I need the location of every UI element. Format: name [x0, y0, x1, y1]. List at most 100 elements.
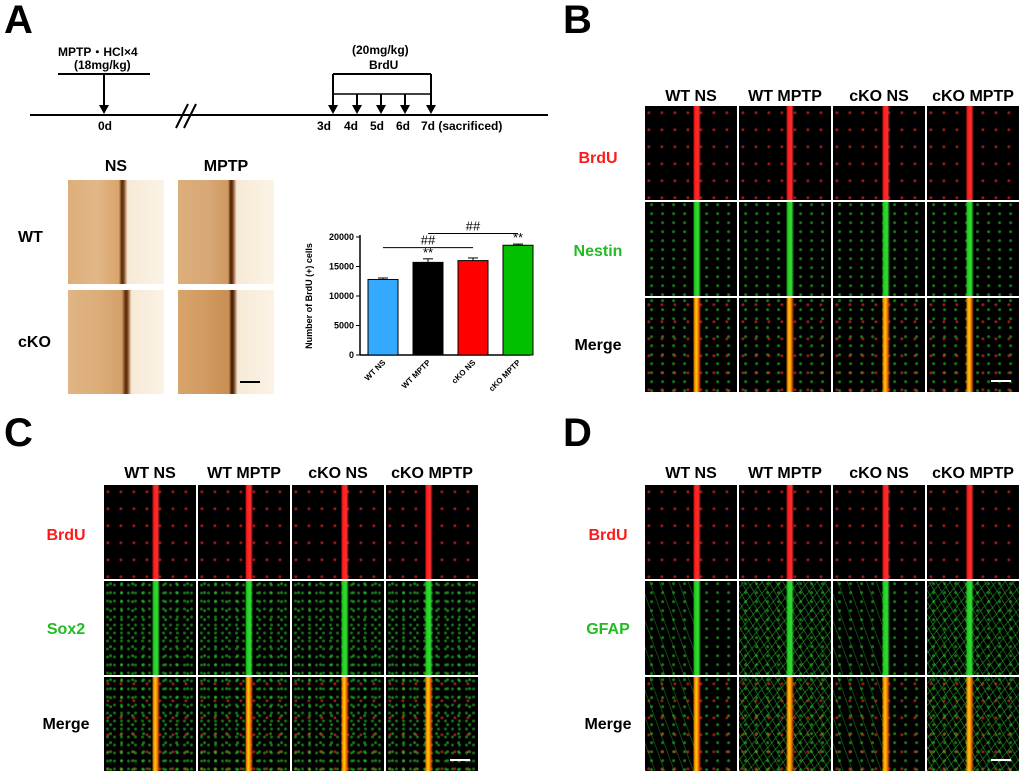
ihc-row-cko: cKO: [18, 334, 51, 351]
day-7-label: 7d (sacrificed): [421, 119, 503, 133]
panel-b-col-1: WT NS: [665, 88, 717, 105]
y-tick-label: 0: [349, 350, 354, 360]
panel-c-image-r1-c4: [386, 485, 478, 579]
significance-hash: ##: [466, 218, 481, 233]
panel-b-image-r2-c4: [927, 202, 1019, 296]
day-3-label: 3d: [317, 119, 332, 133]
panel-b-image-r2-c1: [645, 202, 737, 296]
panel-b-image-r3-c4: [927, 298, 1019, 392]
panel-c-image-r2-c3: [292, 581, 384, 675]
significance-stars: **: [513, 230, 523, 245]
panel-b-col-4: cKO MPTP: [932, 88, 1014, 105]
panel-d-image-r2-c4: [927, 581, 1019, 675]
panel-c-image-r2-c4: [386, 581, 478, 675]
x-tick-label: cKO MPTP: [487, 358, 523, 394]
panel-c-image-r1-c2: [198, 485, 290, 579]
panel-d-image-r2-c2: [739, 581, 831, 675]
panel-b-image-r3-c2: [739, 298, 831, 392]
panel-c-row-merge: Merge: [42, 716, 90, 733]
panel-b-letter: B: [563, 0, 592, 42]
y-axis-label: Number of BrdU (+) cells: [304, 243, 314, 349]
ihc-row-wt: WT: [18, 229, 43, 246]
brdu-dose: (20mg/kg): [352, 43, 409, 57]
x-tick-label: WT MPTP: [400, 358, 433, 391]
ihc-col-mptp: MPTP: [203, 158, 249, 175]
significance-hash: ##: [421, 233, 436, 248]
panel-d-col-3: cKO NS: [849, 465, 909, 482]
y-tick-label: 5000: [334, 321, 354, 331]
day-5-label: 5d: [370, 119, 385, 133]
panel-d-image-r1-c2: [739, 485, 831, 579]
panel-b-row-merge: Merge: [574, 337, 622, 354]
panel-c-image-r3-c1: [104, 677, 196, 771]
panel-d-row-merge: Merge: [584, 716, 632, 733]
significance-stars: **: [423, 245, 433, 260]
panel-d-col-2: WT MPTP: [748, 465, 822, 482]
panel-d-letter: D: [563, 411, 592, 455]
panel-d-image-r3-c1: [645, 677, 737, 771]
day-6-label: 6d: [396, 119, 411, 133]
ihc-col-ns: NS: [104, 158, 128, 175]
panel-b-row-nestin: Nestin: [573, 243, 623, 260]
panel-d-row-gfap: GFAP: [586, 621, 630, 638]
panel-d-image-r2-c1: [645, 581, 737, 675]
panel-c-col-1: WT NS: [124, 465, 176, 482]
panel-d-image-r3-c2: [739, 677, 831, 771]
panel-c-col-4: cKO MPTP: [391, 465, 473, 482]
panel-c-col-2: WT MPTP: [207, 465, 281, 482]
y-tick-label: 15000: [329, 262, 354, 272]
panel-c-image-r1-c3: [292, 485, 384, 579]
panel-c-row-sox2: Sox2: [46, 621, 86, 638]
panel-c-image-r1-c1: [104, 485, 196, 579]
panel-d-image-r3-c3: [833, 677, 925, 771]
panel-b-row-brdu: BrdU: [578, 150, 618, 167]
bar-wt-mptp: [412, 261, 444, 356]
panel-b-col-2: WT MPTP: [748, 88, 822, 105]
y-tick-label: 20000: [329, 232, 354, 242]
bar-wt-ns: [367, 278, 399, 356]
panel-b-scale-bar: [991, 380, 1011, 382]
x-tick-label: cKO NS: [450, 358, 478, 386]
mptp-label: MPTP・HCl×4: [58, 45, 138, 59]
panel-d-image-r1-c1: [645, 485, 737, 579]
panel-b-col-3: cKO NS: [849, 88, 909, 105]
x-tick-label: WT NS: [363, 358, 388, 383]
ihc-image-wt-mptp: [178, 180, 274, 284]
panel-b-image-r3-c1: [645, 298, 737, 392]
panel-d-image-r3-c4: [927, 677, 1019, 771]
panel-c-image-r2-c2: [198, 581, 290, 675]
panel-b-image-r3-c3: [833, 298, 925, 392]
bar-cko-mptp: [502, 244, 534, 356]
panel-d-scale-bar: [991, 759, 1011, 761]
panel-d-row-brdu: BrdU: [588, 527, 628, 544]
day-4-label: 4d: [344, 119, 359, 133]
ihc-scale-bar: [240, 381, 260, 383]
mptp-dose: (18mg/kg): [74, 58, 131, 72]
panel-d-image-r1-c3: [833, 485, 925, 579]
panel-b-image-r1-c3: [833, 106, 925, 200]
panel-c-image-r2-c1: [104, 581, 196, 675]
panel-b-image-r1-c2: [739, 106, 831, 200]
brdu-timeline-label: BrdU: [369, 58, 399, 72]
day-0-label: 0d: [98, 119, 113, 133]
panel-b-image-r1-c1: [645, 106, 737, 200]
y-tick-label: 10000: [329, 291, 354, 301]
panel-c-image-r3-c4: [386, 677, 478, 771]
panel-c-scale-bar: [450, 759, 470, 761]
ihc-image-wt-ns: [68, 180, 164, 284]
panel-a-letter: A: [4, 0, 33, 42]
panel-b-image-r2-c3: [833, 202, 925, 296]
brdu-bar-chart: 0 5000 10000 15000 20000 Number of BrdU (+) c…: [304, 218, 534, 394]
panel-c-row-brdu: BrdU: [46, 527, 86, 544]
panel-c-col-3: cKO NS: [308, 465, 368, 482]
panel-b-image-r1-c4: [927, 106, 1019, 200]
panel-c-image-r3-c3: [292, 677, 384, 771]
panel-d-image-r2-c3: [833, 581, 925, 675]
ihc-image-cko-mptp: [178, 290, 274, 394]
ihc-image-cko-ns: [68, 290, 164, 394]
bar-cko-ns: [457, 260, 489, 356]
panel-b-image-r2-c2: [739, 202, 831, 296]
panel-c-letter: C: [4, 411, 33, 455]
timeline-diagram: [30, 73, 548, 129]
panel-d-col-4: cKO MPTP: [932, 465, 1014, 482]
